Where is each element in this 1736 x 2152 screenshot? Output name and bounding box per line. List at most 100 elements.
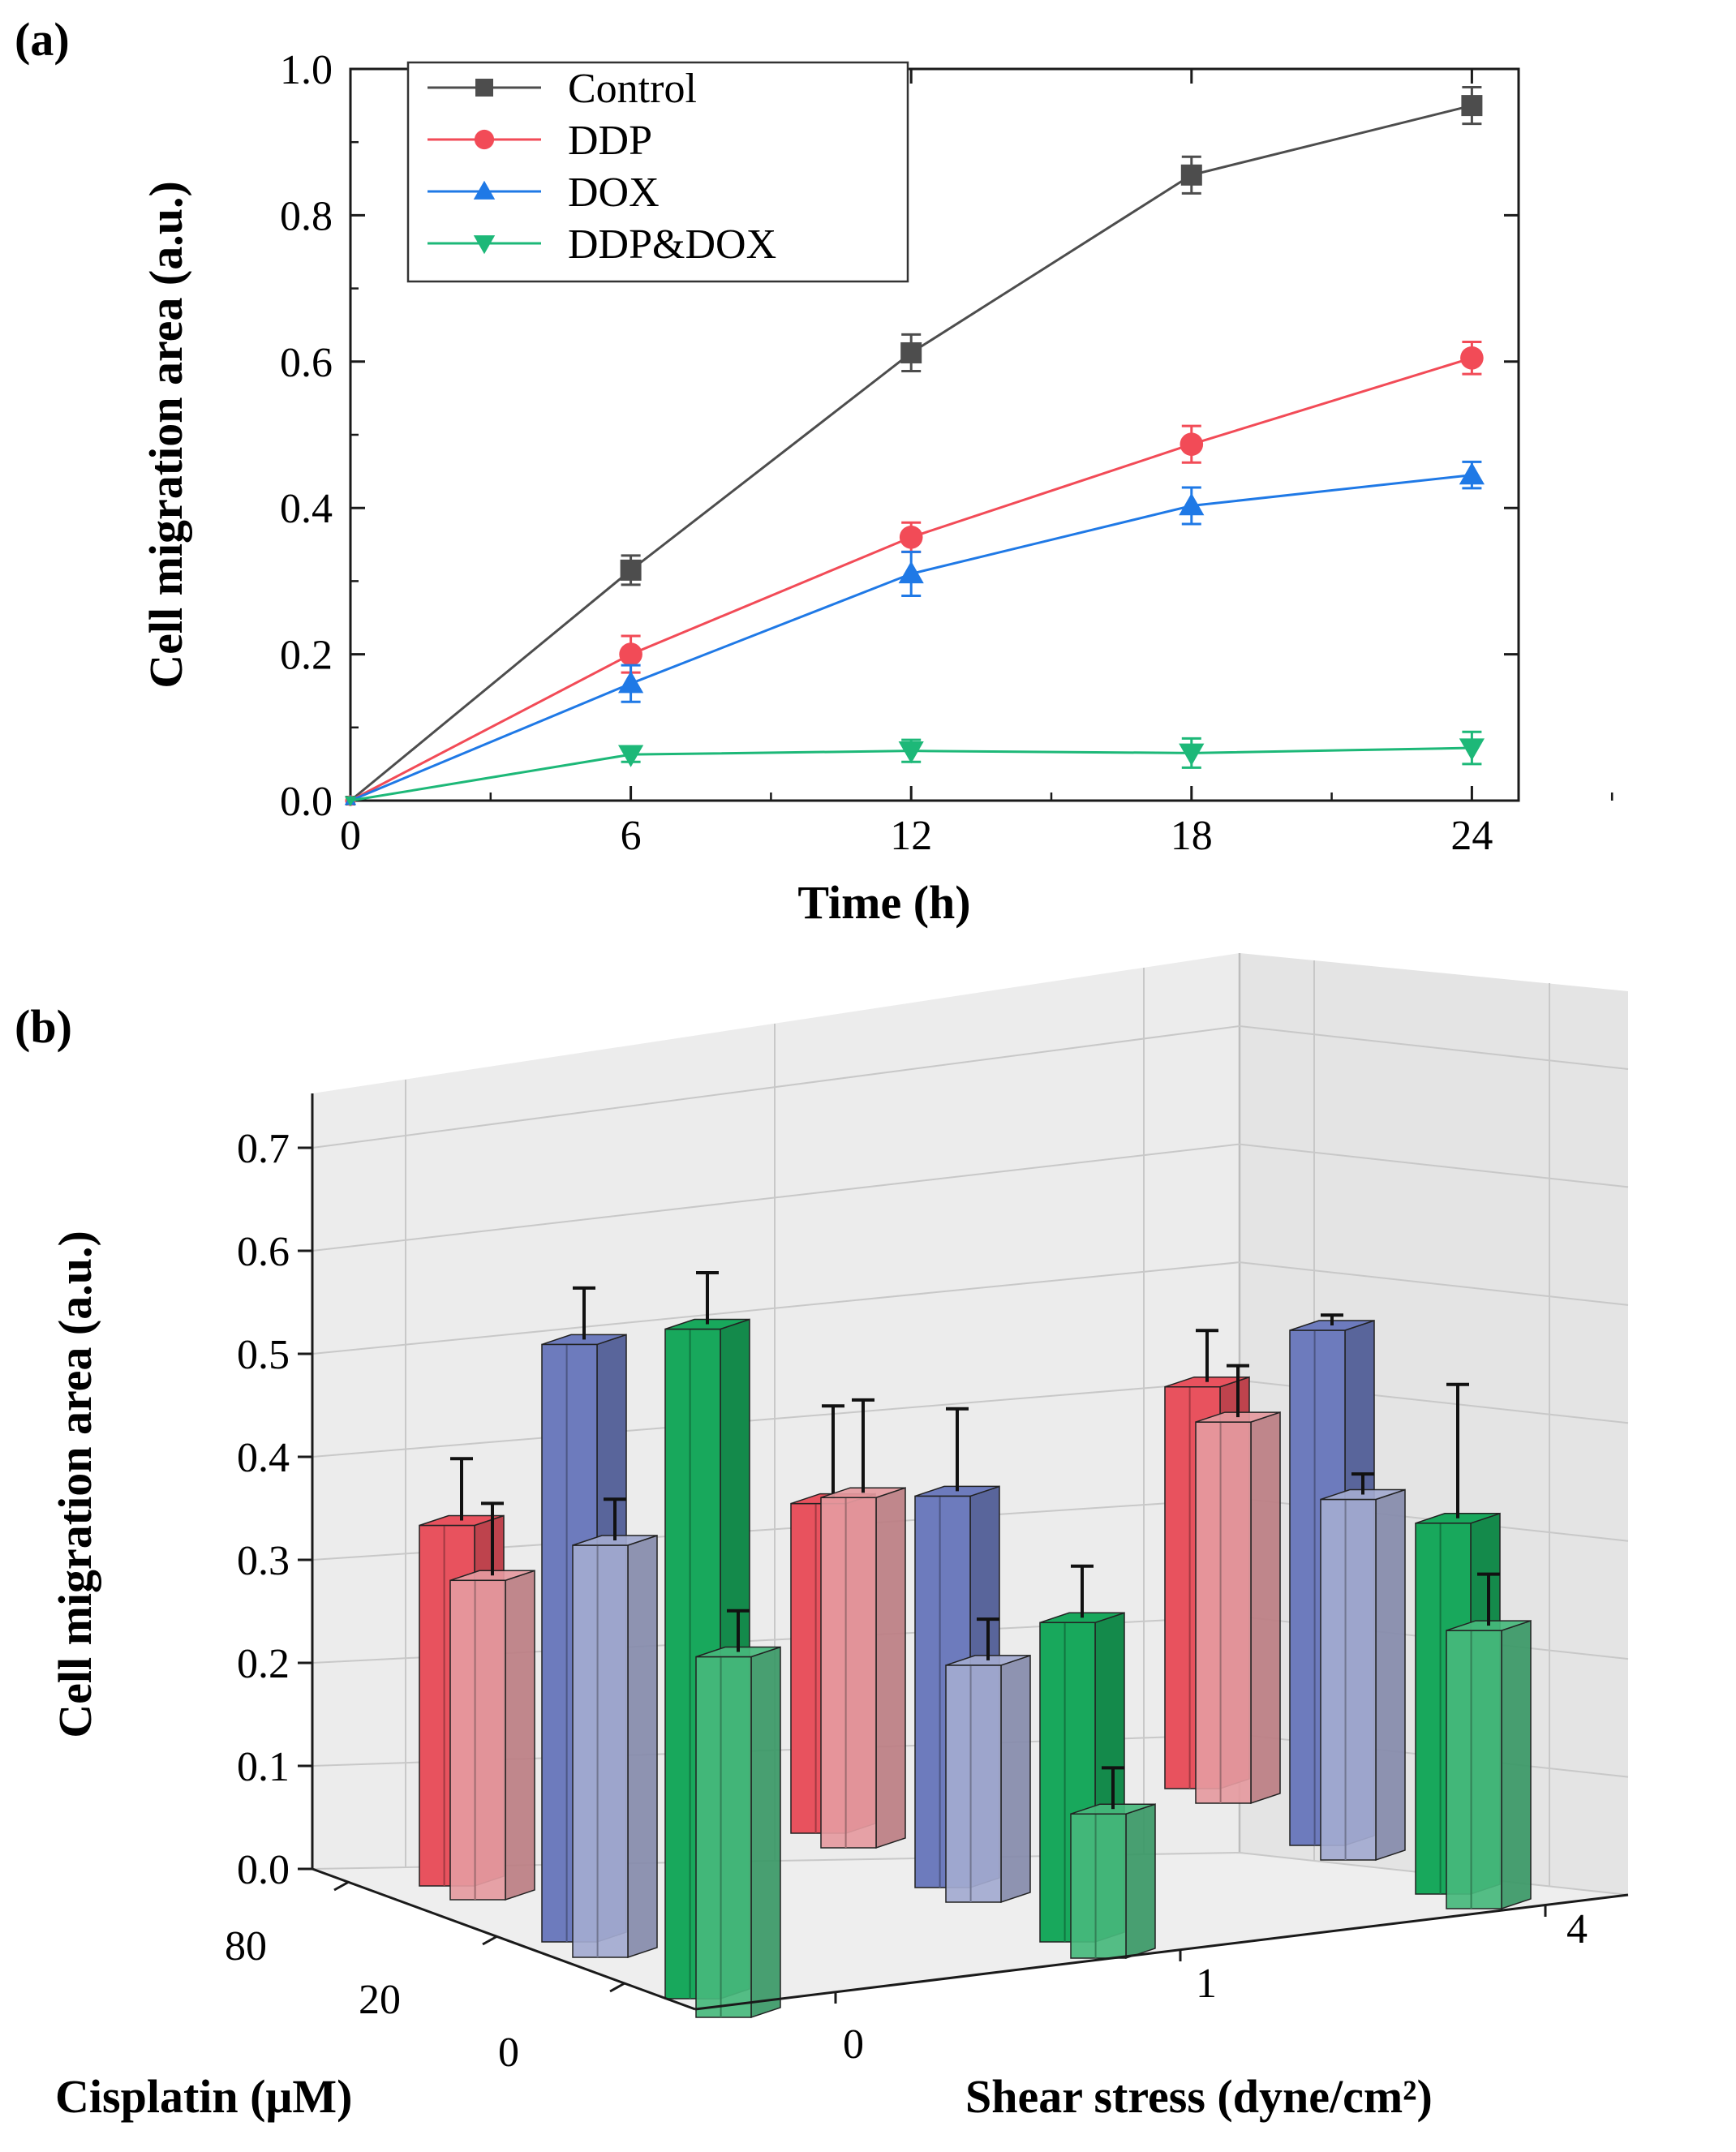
shear-axis-title: Shear stress (dyne/cm²) [965,2070,1433,2123]
data-point [1460,346,1484,370]
cisplatin-axis-title: Cisplatin (μM) [55,2070,352,2123]
z-tick-label: 0.7 [237,1126,290,1172]
legend-label: Control [568,66,697,112]
x-axis-title: Time (h) [797,876,970,929]
y-axis: 0.0 0.2 0.4 0.6 0.8 1.0 [280,47,1519,825]
z-gridline [312,1143,1629,1252]
legend: Control DDP DOX DDP&DOX [406,61,909,283]
series-group [344,86,1485,807]
x-tick-label: 6 [621,813,642,859]
panel-a: (a) 0.0 0.2 0.4 0.6 0.8 1.0 0 6 12 18 24 Time (h)… [15,13,1614,929]
bar-side [1375,1488,1406,1862]
y-tick-label: 1.0 [280,47,333,93]
series-dox [344,460,1485,805]
x-tick-label: 12 [890,813,932,859]
legend-marker [474,129,495,150]
bar-shear-1-cis-80-front [820,1398,906,1849]
bar-side [627,1534,658,1959]
legend-label: DDP&DOX [568,221,776,268]
z-tick-label: 0.0 [237,1847,290,1893]
x-tick-label: 0 [340,813,361,859]
z-gridline [312,1024,1629,1149]
bar-side [1125,1803,1156,1960]
base-axes [312,1867,1629,2011]
series-control [346,86,1483,805]
x-tick-label: 18 [1171,813,1213,859]
data-point [619,642,642,666]
bars-group [419,1271,1532,2019]
bar-shear-0-cis-0-front [695,1609,781,2019]
z-tick-label: 0.3 [237,1538,290,1584]
shear-tick-label: 0 [843,2021,864,2068]
data-point [898,561,924,584]
legend-box [406,61,909,283]
data-point [1461,95,1483,117]
data-point [344,796,357,807]
x-axis: 0 6 12 18 24 [340,69,1614,859]
bar-front [1195,1421,1252,1804]
y-tick-label: 0.8 [280,193,333,239]
legend-marker [473,235,496,255]
x-tick-label: 24 [1450,813,1493,859]
panel-b: (b) 0.0 0.1 0.2 0.3 0.4 0.5 0.6 0.7 [15,953,1629,2123]
z-tick-label: 0.2 [237,1641,290,1687]
legend-label: DDP [568,118,652,164]
data-point [1459,462,1485,485]
bar-front [1446,1630,1502,1909]
data-point [618,745,644,767]
bar-shear-0-cis-80-front [449,1501,535,1901]
data-point [1180,432,1204,457]
y-axis-title: Cell migration area (a.u.) [140,181,192,689]
shear-tick-labels: 0 1 4 [843,1906,1588,2068]
legend-label: DOX [568,170,660,216]
z-gridline [312,1261,1629,1355]
z-tick-label: 0.4 [237,1435,290,1481]
z-axis: 0.0 0.1 0.2 0.3 0.4 0.5 0.6 0.7 [237,1093,314,1893]
y-tick-label: 0.4 [280,486,333,532]
data-point [1459,738,1485,761]
data-point [900,341,922,363]
panel-b-label: (b) [15,1000,72,1053]
panel-a-label: (a) [15,13,70,66]
z-axis-title: Cell migration area (a.u.) [49,1231,101,1738]
shear-tick-label: 1 [1196,1961,1217,2007]
data-point [1180,164,1202,186]
z-tick-label: 0.5 [237,1332,290,1378]
bar-front [945,1664,1002,1903]
shear-tick-label: 4 [1566,1906,1588,1952]
series-ddp-dox [344,730,1485,807]
y-tick-label: 0.0 [280,779,333,825]
bar-front [449,1579,506,1901]
z-tick-label: 0.1 [237,1744,290,1790]
bar-front [572,1544,629,1958]
bar-shear-0-cis-20-front [572,1497,658,1959]
bar-shear-1-cis-0-front [1070,1766,1156,1960]
bar-side [1250,1411,1281,1805]
cisplatin-tick-labels: 80 20 0 [225,1923,519,2076]
bar-side [875,1487,906,1849]
bar-front [820,1497,877,1849]
bar-shear-4-cis-0-front [1446,1572,1532,1910]
data-point [899,525,923,549]
cisplatin-tick-label: 20 [359,1977,401,2023]
data-point [1179,492,1205,516]
y-tick-label: 0.2 [280,633,333,679]
legend-marker [475,79,493,97]
data-point [618,671,644,694]
bar-shear-1-cis-20-front [945,1617,1031,1904]
y-tick-label: 0.6 [280,340,333,386]
bar-side [1501,1620,1532,1910]
bar-shear-4-cis-20-front [1320,1472,1406,1862]
legend-marker [473,180,496,200]
z-tick-label: 0.6 [237,1229,290,1275]
data-point [898,741,924,764]
bar-side [750,1646,781,2019]
bar-side [1000,1654,1031,1904]
bar-front [695,1656,752,2018]
cisplatin-tick-label: 0 [498,2030,519,2076]
bar-side [505,1570,535,1901]
data-point [620,559,642,581]
data-point [1179,743,1205,766]
cisplatin-tick-label: 80 [225,1923,267,1969]
